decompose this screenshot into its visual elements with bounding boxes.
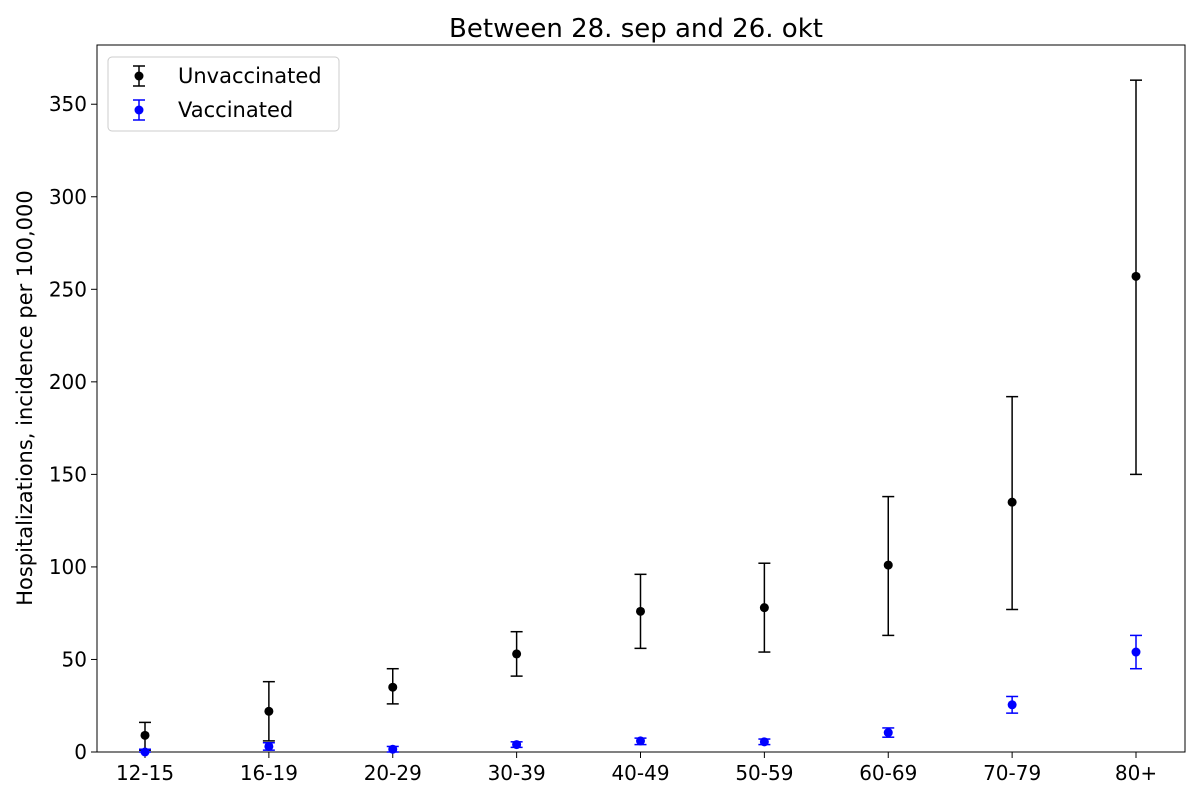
y-tick-label: 200: [49, 370, 87, 394]
legend-marker-unvaccinated: [134, 71, 144, 81]
data-point: [759, 603, 769, 613]
data-point: [1007, 700, 1017, 710]
y-tick-label: 350: [49, 92, 87, 116]
x-tick-label: 70-79: [983, 761, 1041, 785]
data-point: [1131, 271, 1141, 281]
data-point: [883, 728, 893, 738]
data-point: [1007, 497, 1017, 507]
legend-entry-vaccinated: Vaccinated: [133, 98, 293, 122]
data-point: [636, 736, 645, 746]
x-tick-label: 60-69: [859, 761, 917, 785]
x-tick-label: 12-15: [116, 761, 174, 785]
data-point: [140, 747, 150, 757]
data-point: [388, 744, 398, 754]
legend-marker-vaccinated: [134, 105, 144, 115]
y-tick-label: 50: [62, 647, 87, 671]
series-layer: [139, 79, 1142, 757]
legend: Unvaccinated Vaccinated: [107, 56, 340, 132]
data-point: [264, 706, 274, 716]
legend-frame: [107, 56, 340, 132]
data-point: [1131, 647, 1141, 657]
data-point: [636, 606, 645, 616]
x-tick-label: 16-19: [240, 761, 298, 785]
series-unvaccinated: [139, 79, 1142, 751]
y-tick-label: 100: [49, 555, 87, 579]
y-tick-label: 250: [49, 277, 87, 301]
y-tick-label: 150: [49, 462, 87, 486]
data-point: [883, 560, 893, 570]
y-tick-label: 300: [49, 185, 87, 209]
x-tick-label: 30-39: [488, 761, 546, 785]
legend-entry-unvaccinated: Unvaccinated: [133, 64, 322, 88]
chart-title: Between 28. sep and 26. okt: [449, 14, 823, 44]
x-tick-label: 80+: [1115, 761, 1157, 785]
legend-label-unvaccinated: Unvaccinated: [178, 64, 322, 88]
data-point: [512, 649, 522, 659]
x-axis: 12-15 16-19 20-29 30-39 40-49 50-59 60-69 70-79…: [116, 752, 1157, 785]
x-tick-label: 20-29: [364, 761, 422, 785]
data-point: [759, 737, 769, 747]
y-axis-label: Hospitalizations, incidence per 100,000: [13, 190, 37, 606]
x-tick-label: 40-49: [611, 761, 669, 785]
data-point: [140, 730, 150, 740]
y-tick-label: 0: [74, 740, 87, 764]
data-point: [512, 740, 522, 750]
data-point: [388, 682, 398, 692]
series-vaccinated: [139, 634, 1142, 757]
y-axis: 0 50 100 150 200 250 300 350: [49, 92, 97, 764]
legend-label-vaccinated: Vaccinated: [178, 98, 293, 122]
x-tick-label: 50-59: [735, 761, 793, 785]
data-point: [264, 741, 274, 751]
